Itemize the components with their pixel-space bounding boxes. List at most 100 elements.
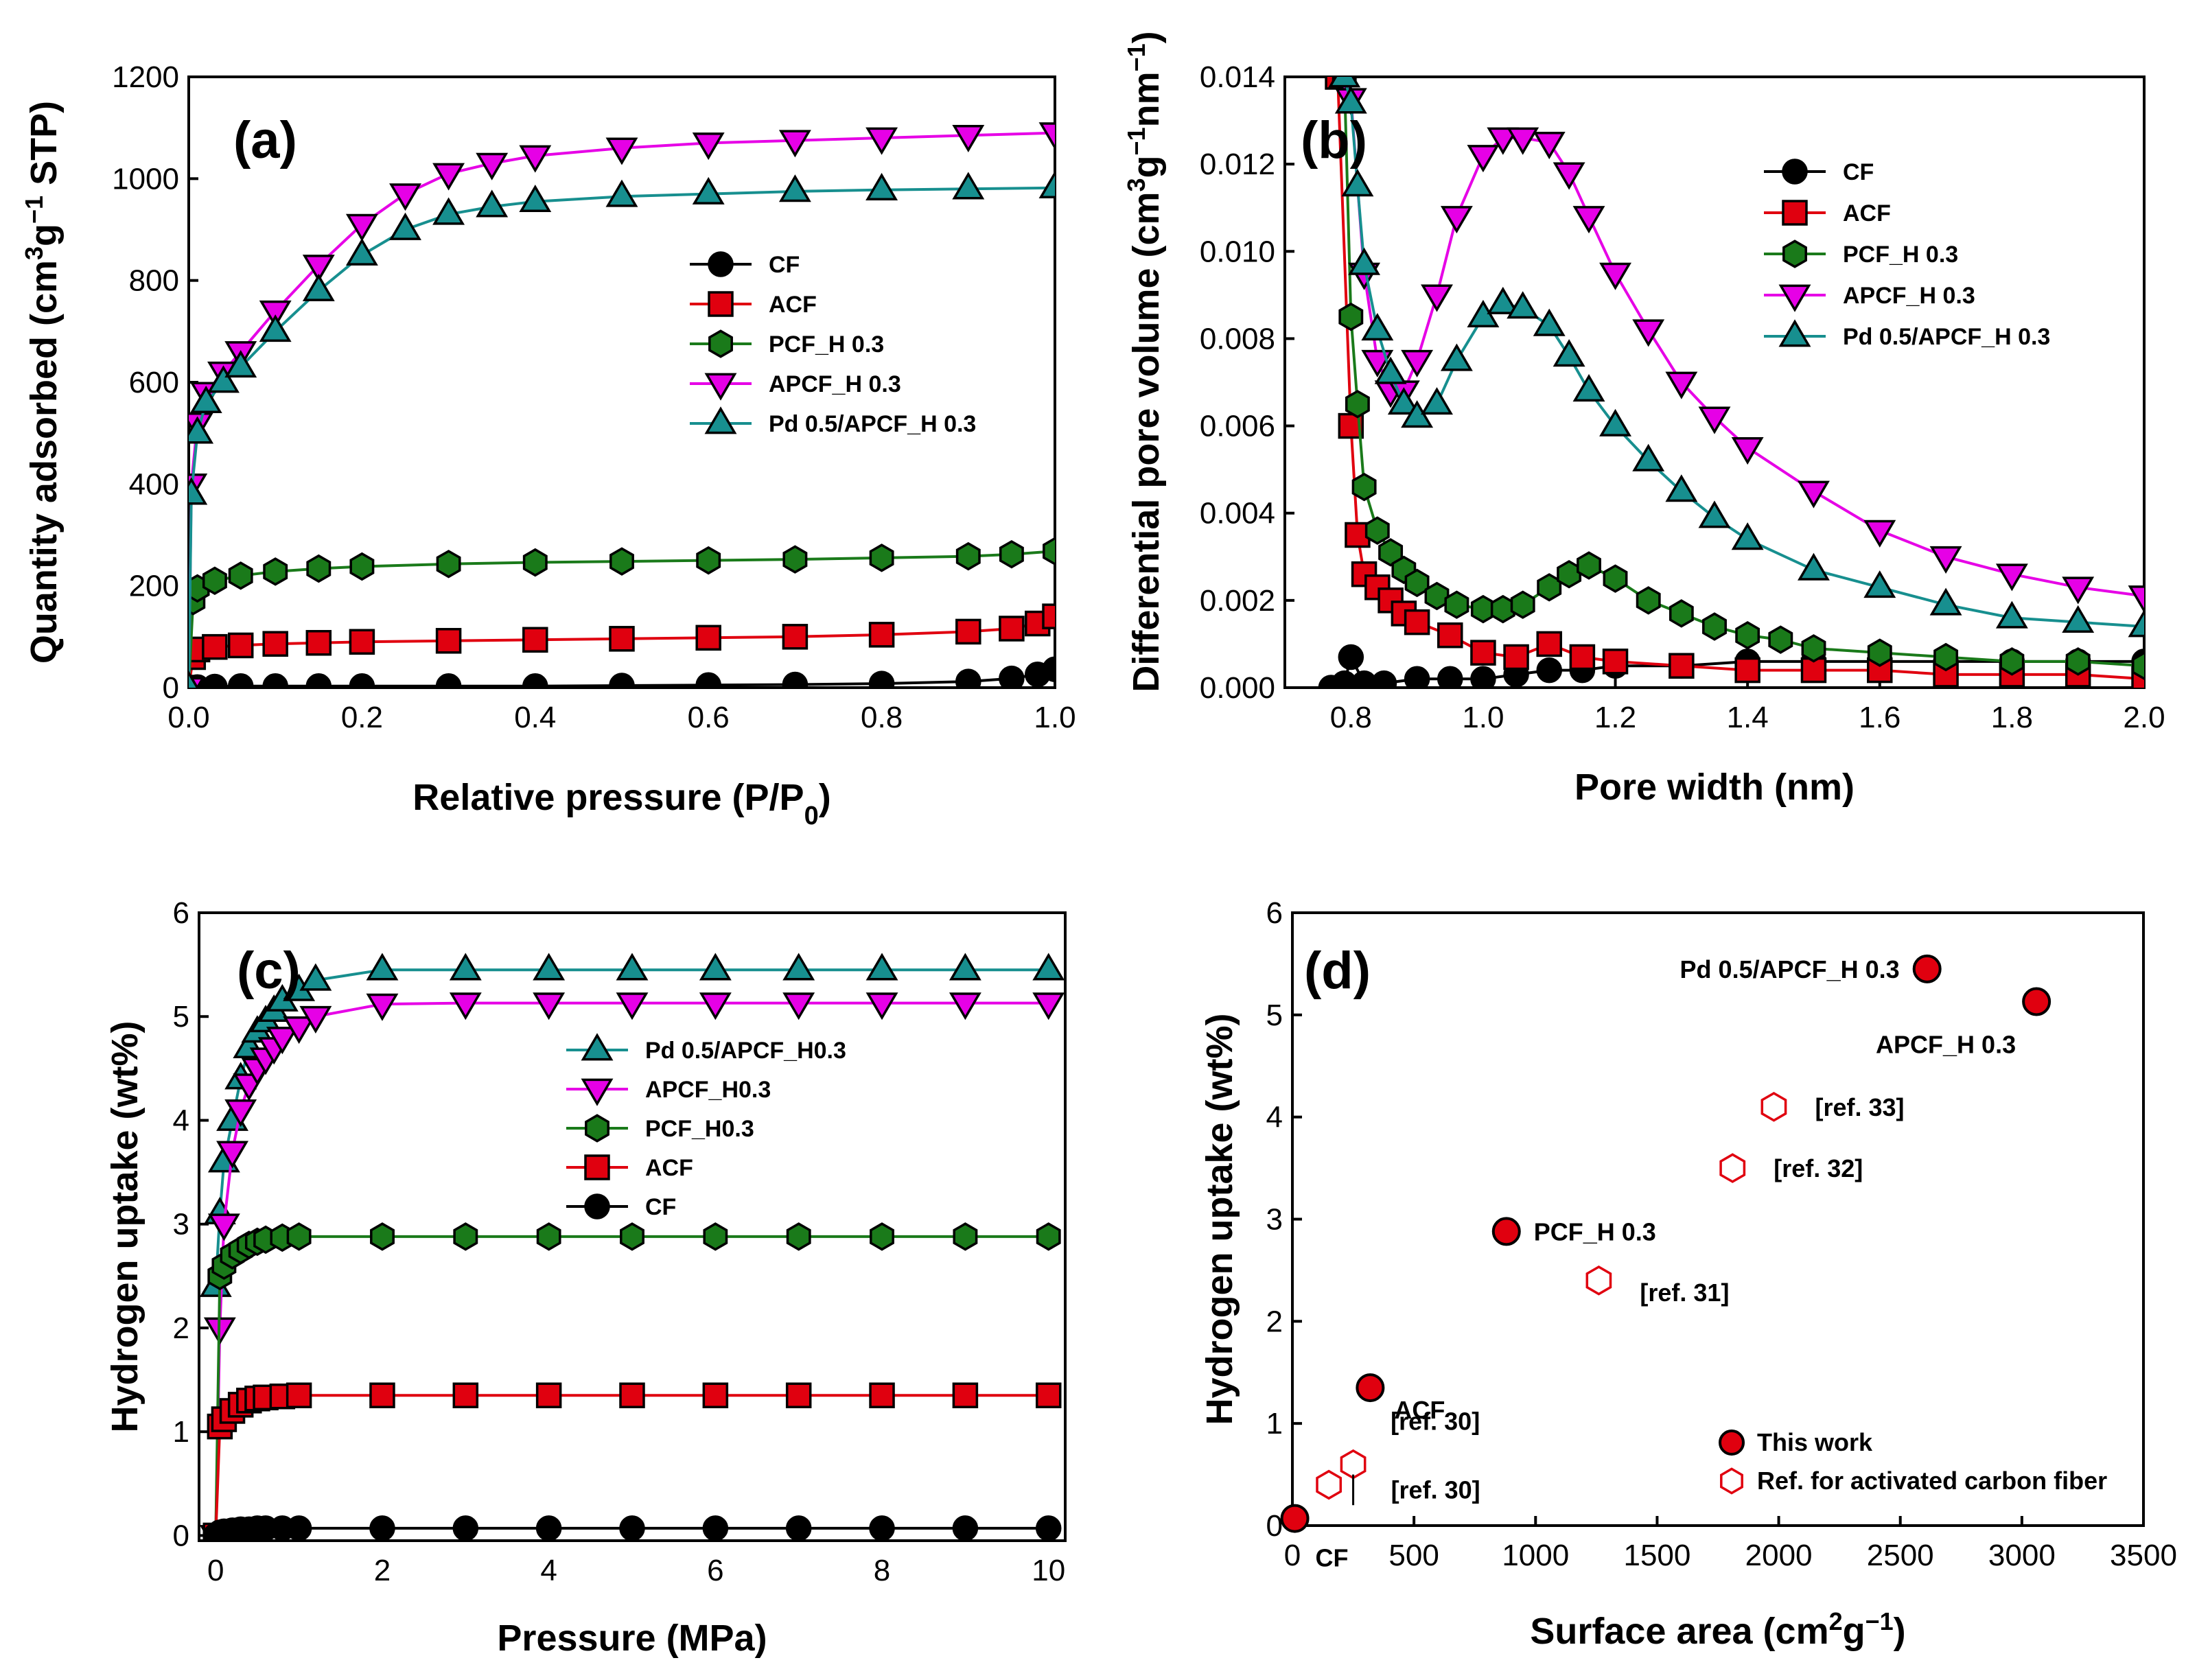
panel-label: (d) [1304, 942, 1371, 1000]
data-point [1470, 640, 1496, 666]
data-point [522, 673, 548, 688]
data-point [345, 237, 378, 266]
data-point [1698, 500, 1731, 528]
data-point [1572, 374, 1605, 402]
series-ACF [189, 603, 1055, 688]
x-axis-label-subscript: 0 [804, 802, 819, 830]
x-tick-label: 4 [540, 1554, 557, 1587]
panel-0-axes: 0.0 0.2 0.4 0.6 0.8 1.0 0 200 400 600 800 1000 1200 [112, 60, 1076, 734]
y-tick-label: 0 [163, 671, 179, 705]
data-point [782, 545, 808, 574]
data-point [435, 673, 462, 688]
data-point [1487, 127, 1520, 155]
data-point [259, 300, 292, 328]
y-tick-label: 0.014 [1200, 60, 1275, 94]
data-point [1043, 537, 1055, 565]
data-point [1768, 625, 1793, 654]
data-point [1533, 132, 1566, 160]
x-axis-label: Surface area (cm2g−1) [1530, 1607, 1905, 1653]
data-point [952, 172, 985, 200]
data-point [692, 132, 725, 161]
data-point [1702, 612, 1727, 641]
y-tick-label: 200 [129, 570, 179, 603]
point-label: PCF_H 0.3 [1534, 1217, 1656, 1246]
data-point [1348, 247, 1381, 275]
y-axis-label: Quantity adsorbed (cm3g−1 STP) [20, 101, 65, 664]
y-tick-label: 2 [1266, 1305, 1283, 1338]
y-tick-label: 0.010 [1200, 235, 1275, 268]
series-PCF_H 0.3 [189, 537, 1055, 688]
series-CF [202, 1515, 1062, 1541]
legend-marker [708, 329, 733, 358]
data-point [452, 1515, 479, 1541]
data-point [1444, 590, 1469, 619]
y-axis-label-mid: g [1126, 155, 1167, 178]
legend-marker [584, 1193, 610, 1220]
data-point [619, 1382, 645, 1409]
series-line [214, 1001, 1049, 1536]
data-point [286, 1222, 312, 1251]
y-axis-label: Hydrogen uptake (wt%) [1199, 1013, 1240, 1425]
data-point [1507, 127, 1539, 155]
data-point [782, 624, 809, 650]
x-axis-label-end: ) [819, 777, 831, 818]
data-point [1328, 77, 1361, 88]
data-point [370, 1222, 395, 1251]
data-point [1421, 387, 1453, 415]
data-point [1437, 622, 1463, 649]
data-point [605, 179, 638, 207]
point-label: CF [1316, 1544, 1349, 1572]
data-point [299, 963, 332, 991]
data-point [605, 137, 638, 165]
data-point [1599, 408, 1631, 436]
data-point [952, 1382, 979, 1409]
data-point [349, 673, 375, 688]
point-label: APCF_H 0.3 [1876, 1030, 2016, 1058]
y-axis-label-sup: 3 [20, 246, 48, 260]
data-point [345, 213, 378, 242]
data-point [1867, 638, 1892, 667]
data-point [1798, 480, 1830, 509]
data-point [616, 953, 649, 981]
data-point [1553, 339, 1585, 367]
data-point [620, 1222, 644, 1251]
data-point [1424, 581, 1450, 611]
legend-label: ACF [645, 1155, 693, 1181]
y-tick-label: 800 [129, 264, 179, 298]
data-point [1351, 472, 1377, 502]
data-point [286, 1382, 312, 1409]
legend: CF ACF PCF_H 0.3 APCF_H 0.3 Pd 0.5/APCF_H 0.… [690, 251, 976, 437]
legend-marker [585, 1114, 609, 1143]
data-point [1374, 356, 1407, 384]
data-point [1338, 644, 1364, 670]
data-point [1929, 587, 1962, 616]
legend-label: Pd 0.5/APCF_H 0.3 [769, 411, 976, 437]
data-point [695, 672, 721, 688]
data-point [699, 953, 732, 981]
x-tick-label: 1.2 [1594, 701, 1636, 734]
legend-label: Pd 0.5/APCF_H 0.3 [1843, 324, 2050, 350]
data-point [953, 1222, 978, 1251]
data-point [1995, 600, 2028, 629]
legend-label: CF [1843, 159, 1874, 185]
data-point [1665, 474, 1698, 502]
x-tick-label: 1.4 [1727, 701, 1769, 734]
data-point [695, 625, 721, 651]
y-axis-label-sup: −1 [1122, 43, 1150, 71]
data-point [2062, 576, 2095, 605]
y-tick-label: 0.002 [1200, 584, 1275, 618]
series-Pd 0.5/APCF_H 0.3 [1328, 77, 2144, 638]
data-point [535, 1382, 562, 1409]
data-point [536, 1222, 561, 1251]
x-tick-label: 500 [1388, 1539, 1439, 1572]
data-point [1734, 657, 1760, 684]
data-point [952, 1515, 979, 1541]
data-point [1036, 1222, 1061, 1251]
legend: Pd 0.5/APCF_H0.3 APCF_H0.3 PCF_H0.3 ACF CF [566, 1033, 846, 1220]
x-tick-label: 0.8 [1330, 701, 1372, 734]
data-point [870, 1222, 894, 1251]
data-point [1341, 169, 1374, 197]
data-point [189, 670, 199, 688]
data-point [865, 992, 898, 1020]
data-point [1361, 313, 1394, 341]
